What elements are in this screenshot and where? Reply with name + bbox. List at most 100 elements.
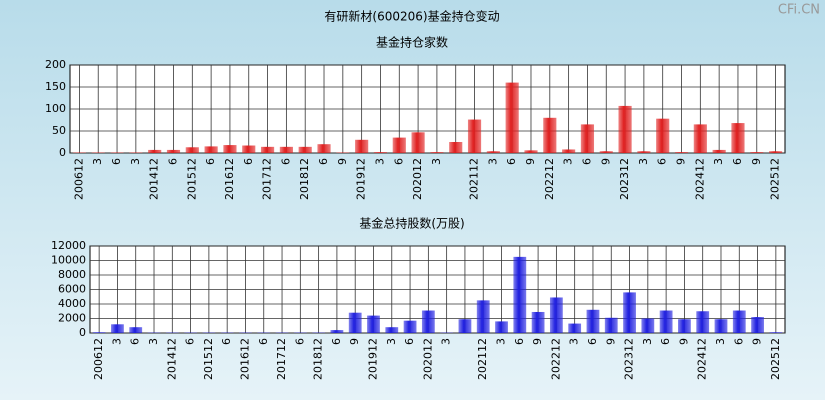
x-tick-label: 6 [731,158,744,165]
x-tick-label: 9 [336,158,349,165]
watermark: CFi.CN [778,3,820,18]
x-tick-label: 202412 [696,338,709,380]
x-tick-label: 3 [568,338,581,345]
x-tick-label: 202412 [693,158,706,200]
y-tick-label: 50 [52,124,66,137]
bar [513,256,527,333]
bar [330,330,344,333]
x-tick-label: 201512 [185,158,198,200]
bar [476,300,490,333]
x-tick-label: 201812 [312,338,325,380]
x-tick-label: 9 [677,338,690,345]
y-tick-label: 2000 [58,312,86,325]
bar [732,310,746,333]
x-tick-label: 9 [675,158,688,165]
bar [618,105,632,153]
x-tick-label: 3 [129,158,142,165]
bar [543,117,557,153]
y-tick-label: 4000 [58,297,86,310]
x-tick-label: 6 [279,158,292,165]
bar [403,320,417,333]
bar [317,144,331,153]
x-tick-label: 202112 [468,158,481,200]
chart-title: 基金总持股数(万股) [359,216,464,231]
bar [279,146,293,153]
x-tick-label: 202512 [769,338,782,380]
bar [714,319,728,333]
bar [111,324,124,333]
bar [385,327,399,333]
x-tick-label: 6 [242,158,255,165]
x-tick-label: 6 [513,338,526,345]
bar [421,310,435,333]
bar [641,318,655,333]
bar [696,311,710,333]
bar [204,146,218,153]
x-tick-label: 3 [110,338,123,345]
x-tick-label: 6 [257,338,270,345]
x-tick-label: 9 [524,158,537,165]
bar [166,149,181,153]
x-tick-label: 202212 [549,338,562,380]
x-tick-label: 3 [373,158,386,165]
x-tick-label: 3 [430,158,443,165]
y-tick-label: 10000 [51,254,86,267]
x-tick-label: 9 [348,338,361,345]
x-tick-label: 6 [110,158,123,165]
bar [223,145,237,153]
x-tick-label: 6 [317,158,330,165]
bar [486,151,500,153]
y-tick-label: 100 [45,102,66,115]
x-tick-label: 6 [204,158,217,165]
x-tick-label: 6 [403,338,416,345]
bar [656,118,670,153]
bar [549,297,563,333]
bar [623,292,636,333]
x-tick-label: 3 [562,158,575,165]
bar [568,323,582,333]
bar [348,312,362,333]
x-tick-label: 201812 [298,158,311,200]
bar [449,142,463,153]
bar [712,149,726,153]
x-tick-label: 6 [586,338,599,345]
y-tick-label: 6000 [58,283,86,296]
y-tick-label: 12000 [51,239,86,252]
x-tick-label: 201412 [148,158,161,200]
bar [524,150,538,153]
x-tick-label: 9 [751,338,764,345]
x-tick-label: 200612 [72,158,85,200]
x-tick-label: 3 [637,158,650,165]
bar [731,123,745,153]
x-tick-label: 202012 [411,158,424,200]
x-tick-label: 201912 [355,158,368,200]
bar [148,149,162,153]
bar [505,82,519,153]
x-tick-label: 202312 [618,158,631,200]
x-tick-label: 9 [599,158,612,165]
bar [430,152,444,153]
x-tick-label: 6 [166,158,179,165]
x-tick-label: 202312 [623,338,636,380]
y-tick-label: 0 [79,326,86,339]
bar [367,315,380,333]
bar [242,145,256,153]
x-tick-label: 201712 [261,158,274,200]
bar [769,151,783,153]
bar [751,317,764,333]
bar [678,319,691,333]
bar [531,311,545,333]
y-tick-label: 150 [45,80,66,93]
x-tick-label: 9 [531,338,544,345]
x-tick-label: 6 [659,338,672,345]
x-tick-label: 3 [486,158,499,165]
x-tick-label: 9 [750,158,763,165]
bar [355,139,369,153]
bar [604,317,618,333]
x-tick-label: 3 [641,338,654,345]
x-tick-label: 6 [129,338,142,345]
x-tick-label: 3 [712,158,725,165]
x-tick-label: 6 [184,338,197,345]
x-tick-label: 201712 [275,338,288,380]
